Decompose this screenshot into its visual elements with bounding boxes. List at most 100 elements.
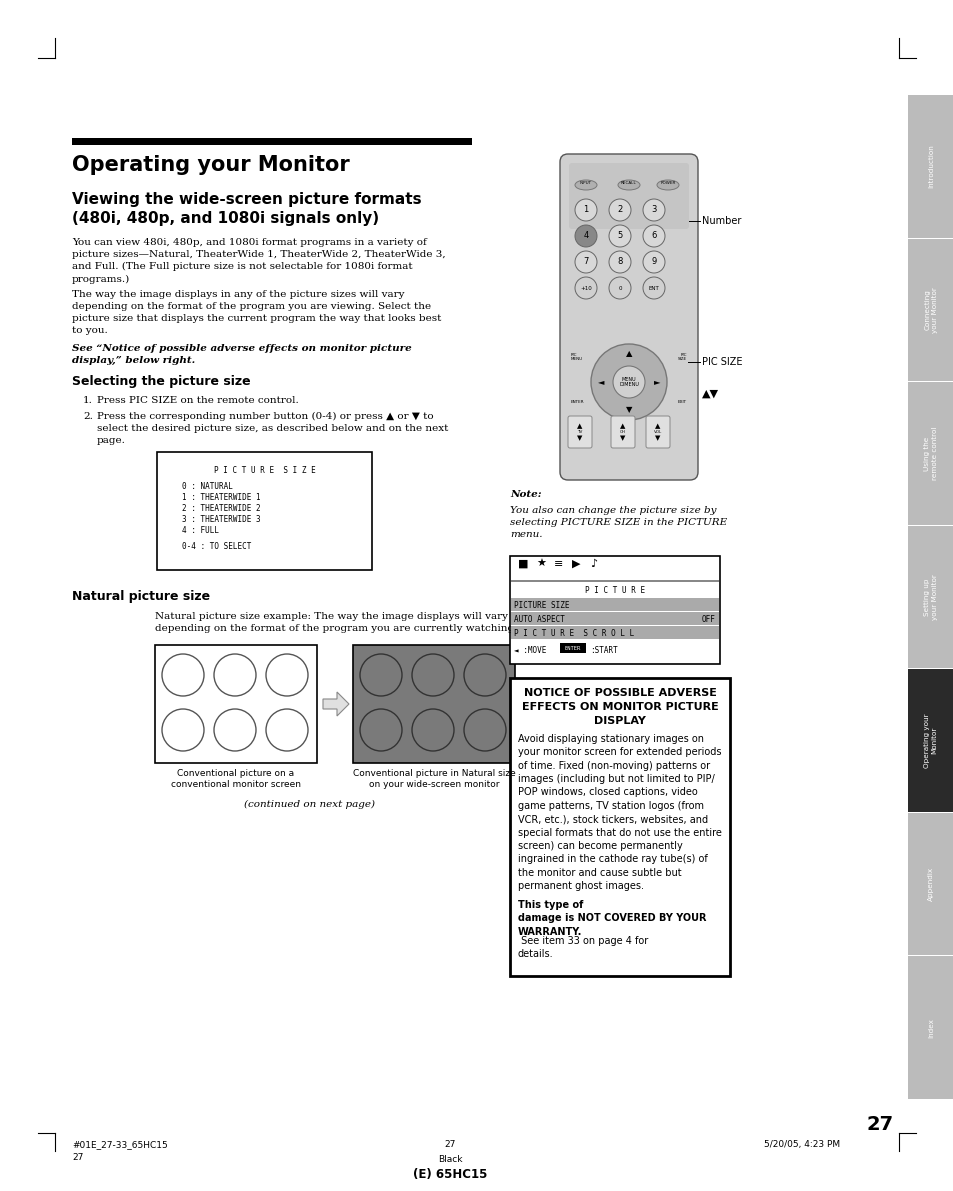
Text: Note:: Note:	[510, 490, 541, 499]
Text: 0 : NATURAL: 0 : NATURAL	[182, 482, 233, 491]
Text: You also can change the picture size by
selecting PICTURE SIZE in the PICTURE
me: You also can change the picture size by …	[510, 506, 726, 540]
Text: Press PIC SIZE on the remote control.: Press PIC SIZE on the remote control.	[97, 395, 298, 405]
Text: Conventional picture on a
conventional monitor screen: Conventional picture on a conventional m…	[171, 769, 301, 790]
Text: 27: 27	[71, 1153, 83, 1162]
Text: Connecting
your Monitor: Connecting your Monitor	[923, 287, 937, 332]
Text: ENT: ENT	[648, 286, 659, 291]
Text: Appendix: Appendix	[927, 867, 933, 902]
Bar	[907, 525, 953, 668]
Text: Natural picture size: Natural picture size	[71, 590, 210, 603]
Bar	[907, 238, 953, 381]
Text: EFFECTS ON MONITOR PICTURE: EFFECTS ON MONITOR PICTURE	[521, 701, 718, 712]
Bar	[71, 138, 472, 145]
Bar	[907, 812, 953, 955]
Bar	[157, 453, 372, 570]
Text: 1.: 1.	[83, 395, 92, 405]
Text: ENTER: ENTER	[564, 646, 580, 650]
Circle shape	[575, 278, 597, 299]
Text: TV: TV	[577, 430, 582, 434]
Text: PIC
SIZE: PIC SIZE	[678, 353, 686, 361]
Bar	[907, 669, 953, 812]
Circle shape	[613, 366, 644, 398]
Text: ENTER: ENTER	[571, 400, 584, 404]
Text: Operating your Monitor: Operating your Monitor	[71, 155, 350, 175]
Text: Index: Index	[927, 1018, 933, 1037]
Bar	[511, 640, 719, 662]
Text: ▼: ▼	[655, 435, 660, 441]
Polygon shape	[323, 692, 349, 716]
Text: 1 : THEATERWIDE 1: 1 : THEATERWIDE 1	[182, 493, 260, 501]
Text: Setting up
your Monitor: Setting up your Monitor	[923, 574, 937, 621]
Text: You can view 480i, 480p, and 1080i format programs in a variety of
picture sizes: You can view 480i, 480p, and 1080i forma…	[71, 238, 445, 283]
Text: Natural picture size example: The way the image displays will vary
depending on : Natural picture size example: The way th…	[154, 612, 517, 634]
Circle shape	[266, 709, 308, 752]
Text: 2.: 2.	[83, 412, 92, 420]
Circle shape	[590, 344, 666, 420]
Circle shape	[213, 709, 255, 752]
Text: ▲: ▲	[625, 349, 632, 358]
Circle shape	[162, 654, 204, 696]
Text: PIC
MENU: PIC MENU	[571, 353, 582, 361]
Text: (E) 65HC15: (E) 65HC15	[413, 1168, 487, 1181]
Text: This type of
damage is NOT COVERED BY YOUR
WARRANTY.: This type of damage is NOT COVERED BY YO…	[517, 900, 706, 936]
Text: AUTO ASPECT: AUTO ASPECT	[514, 615, 564, 624]
Bar	[353, 646, 515, 763]
Circle shape	[359, 709, 401, 752]
Ellipse shape	[657, 180, 679, 191]
Bar	[511, 598, 719, 611]
Bar	[907, 382, 953, 525]
Text: See item 33 on page 4 for
details.: See item 33 on page 4 for details.	[517, 936, 648, 960]
Text: 27: 27	[444, 1140, 456, 1149]
Text: 8: 8	[617, 257, 622, 267]
Text: 5: 5	[617, 231, 622, 241]
Text: 0: 0	[618, 286, 621, 291]
Text: EXIT: EXIT	[678, 400, 686, 404]
Text: :START: :START	[589, 646, 618, 655]
Text: 9: 9	[651, 257, 656, 267]
Circle shape	[608, 251, 630, 273]
Text: 3: 3	[651, 206, 656, 214]
Text: Number: Number	[701, 216, 740, 226]
Circle shape	[162, 709, 204, 752]
Text: (continued on next page): (continued on next page)	[244, 800, 375, 809]
Text: P I C T U R E  S I Z E: P I C T U R E S I Z E	[213, 466, 315, 475]
Text: ♪: ♪	[589, 559, 597, 569]
Circle shape	[608, 199, 630, 222]
Bar	[559, 643, 585, 653]
Text: 5/20/05, 4:23 PM: 5/20/05, 4:23 PM	[763, 1140, 840, 1149]
Text: ▼: ▼	[625, 405, 632, 414]
Text: +10: +10	[579, 286, 591, 291]
Text: ■: ■	[517, 559, 528, 569]
Circle shape	[359, 654, 401, 696]
Bar	[907, 956, 953, 1099]
Text: Viewing the wide-screen picture formats
(480i, 480p, and 1080i signals only): Viewing the wide-screen picture formats …	[71, 192, 421, 226]
Text: Avoid displaying stationary images on
your monitor screen for extended periods
o: Avoid displaying stationary images on yo…	[517, 734, 721, 891]
Text: ▼: ▼	[577, 435, 582, 441]
Text: MENU
DIMENU: MENU DIMENU	[618, 376, 639, 387]
Bar	[511, 612, 719, 625]
Bar	[907, 95, 953, 237]
Text: PIC SIZE: PIC SIZE	[701, 357, 741, 367]
Ellipse shape	[575, 180, 597, 191]
Text: VOL: VOL	[653, 430, 661, 434]
Text: ▼: ▼	[619, 435, 625, 441]
Text: INPUT: INPUT	[579, 181, 592, 185]
Text: Selecting the picture size: Selecting the picture size	[71, 375, 251, 388]
Bar	[510, 556, 720, 665]
Circle shape	[463, 709, 505, 752]
Bar	[154, 646, 316, 763]
Circle shape	[412, 654, 454, 696]
FancyBboxPatch shape	[567, 416, 592, 448]
Text: DISPLAY: DISPLAY	[594, 716, 645, 727]
Text: ▶: ▶	[572, 559, 579, 569]
Text: #01E_27-33_65HC15: #01E_27-33_65HC15	[71, 1140, 168, 1149]
Circle shape	[642, 225, 664, 247]
Circle shape	[266, 654, 308, 696]
Text: 6: 6	[651, 231, 656, 241]
Bar	[510, 678, 729, 975]
Circle shape	[642, 251, 664, 273]
Bar	[511, 559, 719, 580]
Text: ◄: ◄	[598, 378, 603, 387]
FancyBboxPatch shape	[610, 416, 635, 448]
Text: ▲▼: ▲▼	[701, 389, 719, 399]
